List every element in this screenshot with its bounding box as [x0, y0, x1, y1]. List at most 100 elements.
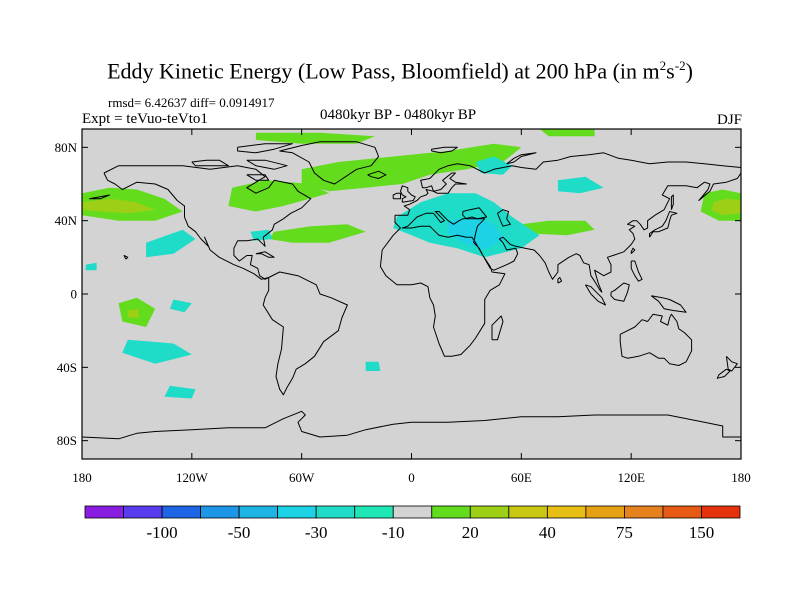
coastline-hawaii: [123, 255, 129, 260]
colorbar-label: -10: [382, 523, 405, 542]
lon-tick-label: 120W: [176, 470, 209, 485]
lat-tick-label: 0: [71, 287, 78, 302]
coastline-japan: [649, 211, 678, 238]
anomaly-region-south-pacific-neg-1: [122, 339, 192, 364]
colorbar-label: 75: [616, 523, 633, 542]
axis-ticks: 80N 40N 0 40S 80S 180 120W 60W 0 60E 120E 180: [55, 129, 751, 485]
season-label: DJF: [716, 112, 742, 128]
coastline-hudson-bay-north: [246, 174, 270, 181]
coastline-australia: [619, 313, 693, 366]
coastline-novaya-zemlya: [506, 152, 537, 165]
coastline-canadian-arctic-3: [237, 143, 293, 154]
anomaly-layer: [82, 129, 741, 399]
plot-title: Eddy Kinetic Energy (Low Pass, Bloomfiel…: [0, 58, 800, 84]
colorbar-box: [123, 505, 163, 519]
colorbar-label: 20: [462, 523, 479, 542]
lon-tick-label: 180: [72, 470, 92, 485]
anomaly-region-south-pacific-neg-3: [169, 299, 192, 313]
colorbar-box: [354, 505, 394, 519]
coastline-iceland: [367, 170, 387, 179]
colorbar-box: [200, 505, 240, 519]
anomaly-region-north-america-band: [228, 180, 330, 212]
coastline-new-zealand: [725, 355, 738, 372]
lat-tick-label: 40N: [55, 213, 78, 228]
coastline-black-sea: [462, 207, 488, 220]
colorbar-box: [84, 505, 124, 519]
coastline-north-america: [103, 165, 312, 280]
colorbar-box: [431, 505, 471, 519]
colorbar-box: [546, 505, 587, 519]
colorbar-box: [469, 505, 510, 519]
stats-label: rmsd= 6.42637 diff= 0.0914917: [108, 95, 275, 110]
coastline-taiwan: [630, 247, 636, 255]
coastline-philippines: [630, 260, 643, 282]
title-mid: s: [666, 58, 675, 84]
coastline-sri-lanka: [557, 277, 563, 284]
anomaly-region-north-atlantic-band: [301, 143, 522, 192]
coastline-greenland: [279, 141, 380, 185]
colorbar-box: [701, 505, 741, 519]
anomaly-region-north-pacific-west-core: [82, 198, 156, 214]
lat-tick-label: 80S: [57, 433, 77, 448]
anomaly-region-siberia-neg: [475, 156, 513, 175]
lon-tick-label: 0: [408, 470, 415, 485]
anomaly-region-gulf-neg: [250, 229, 273, 241]
title-main: Eddy Kinetic Energy (Low Pass, Bloomfiel…: [107, 58, 660, 84]
anomaly-region-south-atlantic-neg: [365, 361, 381, 371]
anomaly-region-asia-midlat: [521, 220, 595, 236]
coastline-kamchatka-island: [89, 194, 110, 200]
title-end: ): [685, 58, 693, 84]
lat-tick-label: 40S: [57, 360, 77, 375]
lon-tick-label: 60W: [289, 470, 315, 485]
colorbar-box: [238, 505, 279, 519]
coastline-great-britain: [400, 185, 416, 203]
anomaly-region-atlantic-midlat: [268, 224, 366, 243]
anomaly-region-south-pacific-neg-2: [164, 385, 196, 399]
colorbar-label: 40: [539, 523, 556, 542]
anomaly-region-pacific-tropical-core: [127, 308, 139, 318]
lat-tick-label: 80N: [55, 140, 78, 155]
map-background: [82, 129, 741, 459]
coastline-sumatra: [584, 284, 606, 306]
colorbar-label: -30: [305, 523, 328, 542]
coastline-new-zealand-south: [716, 368, 731, 379]
coastline-ireland: [392, 192, 401, 200]
coastline-cuba: [255, 251, 275, 258]
colorbar-box: [508, 505, 548, 519]
coastline-borneo: [610, 282, 630, 302]
period-label: 0480kyr BP - 0480kyr BP: [320, 107, 477, 123]
anomaly-region-arctic-top: [255, 132, 375, 144]
coastline-caspian: [497, 209, 511, 227]
colorbar-label: 150: [689, 523, 715, 542]
coastline-south-america: [262, 271, 348, 396]
experiment-label: Expt = teVuo-teVto1: [82, 111, 208, 127]
colorbar-label: -100: [147, 523, 178, 542]
anomaly-region-north-pacific-east-core: [711, 198, 741, 216]
lon-tick-label: 60E: [511, 470, 532, 485]
coastline-new-guinea: [650, 295, 687, 313]
lon-tick-label: 180: [731, 470, 751, 485]
anomaly-region-pacific-sub-neg: [146, 229, 196, 258]
title-sup-1: 2: [659, 58, 667, 73]
colorbar-box: [392, 505, 433, 519]
anomaly-region-arctic-top-east: [539, 129, 595, 137]
colorbar-box: [161, 505, 201, 519]
lon-tick-label: 120E: [617, 470, 645, 485]
coastline-svalbard: [431, 146, 458, 154]
coastline-baltic-inner: [433, 172, 467, 194]
title-sup-2: -2: [674, 58, 686, 73]
coastline-eurasia-africa: [379, 152, 741, 357]
colorbar-box: [277, 505, 317, 519]
colorbar-label: -50: [228, 523, 251, 542]
coastline-antarctica: [82, 410, 741, 440]
colorbar-box: [624, 505, 664, 519]
coastline-layer: [82, 141, 741, 440]
colorbar-box: [585, 505, 625, 519]
coastline-canadian-arctic-1: [246, 159, 288, 170]
anomaly-region-pacific-small-neg: [85, 262, 97, 271]
colorbar-box: [315, 505, 356, 519]
coastline-canadian-arctic-2: [191, 159, 229, 167]
coastline-sakhalin: [670, 194, 674, 210]
colorbar: -100 -50 -30 -10 20 40 75 150: [84, 505, 741, 542]
